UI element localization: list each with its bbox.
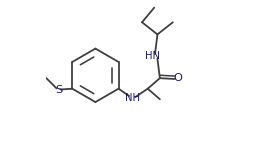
Text: NH: NH bbox=[124, 93, 139, 103]
Text: S: S bbox=[55, 85, 62, 94]
Text: HN: HN bbox=[145, 51, 161, 61]
Text: O: O bbox=[173, 73, 182, 83]
